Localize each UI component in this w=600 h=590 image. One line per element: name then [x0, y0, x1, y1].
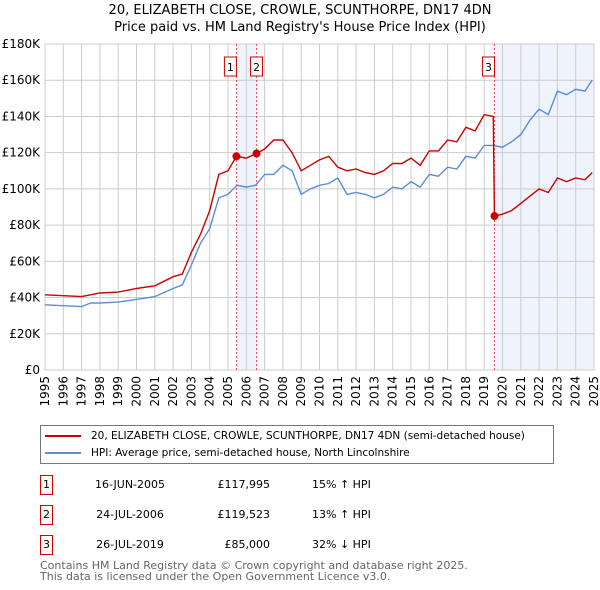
x-tick-label: 2006: [239, 376, 253, 407]
footer-licence: This data is licensed under the Open Gov…: [40, 570, 391, 583]
x-tick-label: 2019: [477, 376, 491, 407]
x-tick-label: 2016: [422, 376, 436, 407]
y-tick-label: £120K: [2, 146, 42, 160]
price-chart: 1995 1996 1997 1998 1999 2000 2001 2002 2003 2004…: [2, 37, 600, 407]
footer: Contains HM Land Registry data © Crown c…: [40, 560, 468, 582]
y-tick-label: £20K: [9, 327, 41, 341]
transaction-price: £119,523: [217, 508, 271, 521]
sale-point: [490, 212, 499, 221]
x-tick-label: 2009: [294, 376, 308, 407]
x-tick-label: 2018: [459, 376, 473, 407]
x-tick-label: 2020: [496, 376, 510, 407]
x-tick-label: 2015: [404, 376, 418, 407]
y-tick-label: £0: [25, 363, 40, 377]
x-tick-label: 2017: [441, 376, 455, 407]
legend-swatch-hpi: [45, 452, 81, 454]
legend-label-hpi: HPI: Average price, semi-detached house,…: [91, 447, 410, 459]
transaction-badge: 1: [40, 475, 53, 495]
property-price-line: [44, 113, 593, 298]
transaction-row: 1 16-JUN-2005 £117,995 15% ↑ HPI: [40, 475, 440, 495]
chart-title: 20, ELIZABETH CLOSE, CROWLE, SCUNTHORPE,…: [108, 3, 492, 18]
sale-marker-label: 2: [253, 61, 260, 74]
x-tick-label: 2013: [367, 376, 381, 407]
x-tick-label: 1998: [93, 376, 107, 407]
sale-marker-badge: [250, 56, 264, 77]
plot-frame: [44, 43, 595, 371]
transaction-badge: 2: [40, 505, 53, 525]
legend: 20, ELIZABETH CLOSE, CROWLE, SCUNTHORPE,…: [40, 425, 554, 464]
x-tick-label: 2005: [221, 376, 235, 407]
transaction-hpi: 32% ↓ HPI: [312, 538, 371, 551]
transaction-hpi: 13% ↑ HPI: [312, 508, 371, 521]
x-tick-label: 2001: [148, 376, 162, 407]
sale-marker-label: 1: [227, 61, 234, 74]
transaction-date: 16-JUN-2005: [94, 478, 166, 491]
x-tick-label: 2011: [331, 376, 345, 407]
legend-item-hpi: HPI: Average price, semi-detached house,…: [45, 445, 410, 461]
y-tick-label: £140K: [2, 109, 42, 123]
x-tick-label: 2003: [184, 376, 198, 407]
legend-item-property: 20, ELIZABETH CLOSE, CROWLE, SCUNTHORPE,…: [45, 428, 525, 444]
x-tick-label: 2014: [386, 376, 400, 407]
x-tick-label: 2025: [587, 376, 600, 407]
y-tick-label: £80K: [9, 218, 41, 232]
x-tick-label: 2012: [349, 376, 363, 407]
shaded-range: [494, 44, 594, 370]
chart-subtitle: Price paid vs. HM Land Registry's House …: [114, 20, 486, 35]
y-tick-label: £100K: [2, 182, 42, 196]
x-tick-label: 2007: [258, 376, 272, 407]
transaction-row: 3 26-JUL-2019 £85,000 32% ↓ HPI: [40, 535, 440, 555]
transaction-price: £117,995: [217, 478, 271, 491]
transaction-badge: 3: [40, 535, 53, 555]
x-tick-label: 2024: [569, 376, 583, 407]
x-tick-label: 2004: [203, 376, 217, 407]
x-tick-label: 2021: [514, 376, 528, 407]
hpi-line: [44, 79, 593, 308]
sale-marker-badge: [481, 56, 495, 77]
x-tick-label: 1997: [75, 376, 89, 407]
transaction-date: 26-JUL-2019: [96, 538, 164, 551]
x-tick-label: 2002: [166, 376, 180, 407]
x-tick-label: 2022: [532, 376, 546, 407]
x-tick-label: 1996: [56, 376, 70, 407]
sale-marker-badge: [223, 56, 237, 77]
y-tick-label: £160K: [2, 73, 42, 87]
sale-point: [252, 149, 261, 158]
transaction-row: 2 24-JUL-2006 £119,523 13% ↑ HPI: [40, 505, 440, 525]
transaction-hpi: 15% ↑ HPI: [312, 478, 371, 491]
legend-swatch-property: [45, 435, 81, 437]
x-tick-label: 2000: [130, 376, 144, 407]
x-tick-label: 2023: [550, 376, 564, 407]
x-tick-label: 1995: [38, 376, 52, 407]
sale-point: [232, 152, 241, 161]
x-tick-label: 2010: [313, 376, 327, 407]
y-tick-label: £40K: [9, 291, 41, 305]
x-tick-label: 2008: [276, 376, 290, 407]
legend-label-property: 20, ELIZABETH CLOSE, CROWLE, SCUNTHORPE,…: [91, 430, 525, 442]
footer-copyright: Contains HM Land Registry data © Crown c…: [40, 559, 468, 572]
sale-marker-label: 3: [485, 61, 492, 74]
transaction-price: £85,000: [224, 538, 271, 551]
transaction-date: 24-JUL-2006: [96, 508, 164, 521]
x-tick-label: 1999: [111, 376, 125, 407]
y-tick-label: £180K: [2, 37, 42, 51]
y-tick-label: £60K: [9, 254, 41, 268]
